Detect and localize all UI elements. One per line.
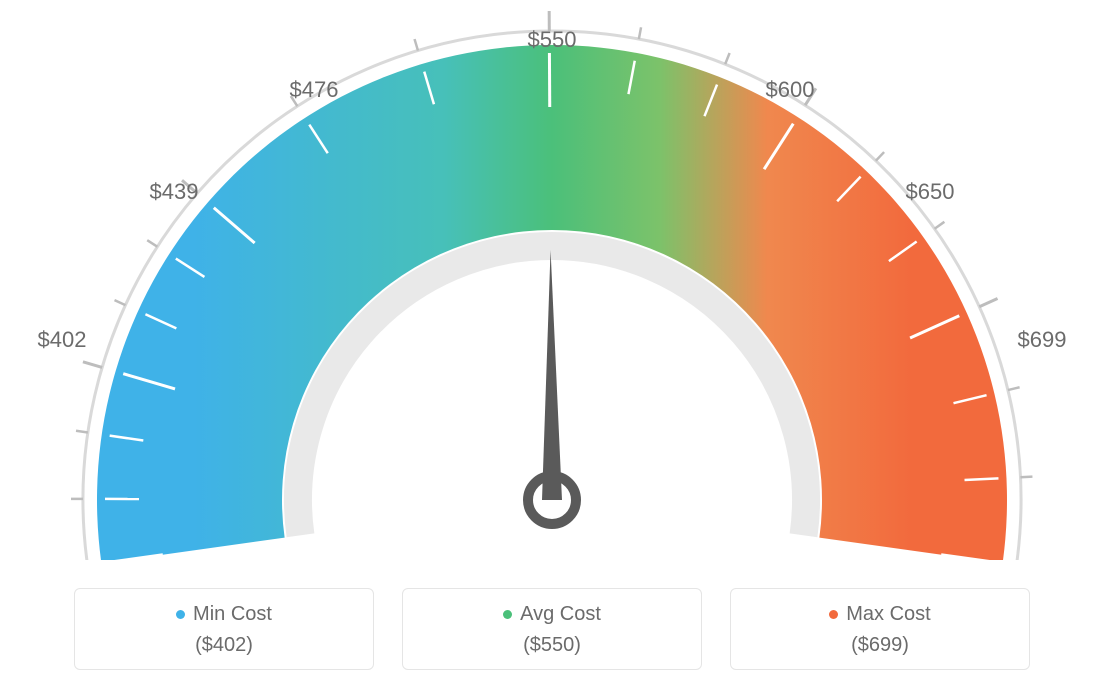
tick-label: $402 <box>38 327 87 353</box>
legend-min-card: Min Cost ($402) <box>74 588 374 670</box>
tick-label: $699 <box>1018 327 1067 353</box>
legend-max-label: Max Cost <box>731 603 1029 626</box>
legend-avg-label-text: Avg Cost <box>520 603 601 626</box>
legend-row: Min Cost ($402) Avg Cost ($550) Max Cost… <box>0 588 1104 670</box>
cost-gauge: $402 $439 $476 $550 $600 $650 $699 <box>0 0 1104 560</box>
tick-label: $476 <box>290 77 339 103</box>
legend-avg-label: Avg Cost <box>403 603 701 626</box>
legend-max-label-text: Max Cost <box>846 603 930 626</box>
dot-icon <box>829 610 838 619</box>
legend-max-value: ($699) <box>731 634 1029 657</box>
legend-max-card: Max Cost ($699) <box>730 588 1030 670</box>
tick-label: $650 <box>906 179 955 205</box>
tick-label: $550 <box>528 27 577 53</box>
gauge-svg <box>0 0 1104 560</box>
tick-label: $439 <box>150 179 199 205</box>
legend-avg-value: ($550) <box>403 634 701 657</box>
tick-label: $600 <box>766 77 815 103</box>
legend-avg-card: Avg Cost ($550) <box>402 588 702 670</box>
legend-min-value: ($402) <box>75 634 373 657</box>
legend-min-label: Min Cost <box>75 603 373 626</box>
legend-min-label-text: Min Cost <box>193 603 272 626</box>
dot-icon <box>176 610 185 619</box>
dot-icon <box>503 610 512 619</box>
